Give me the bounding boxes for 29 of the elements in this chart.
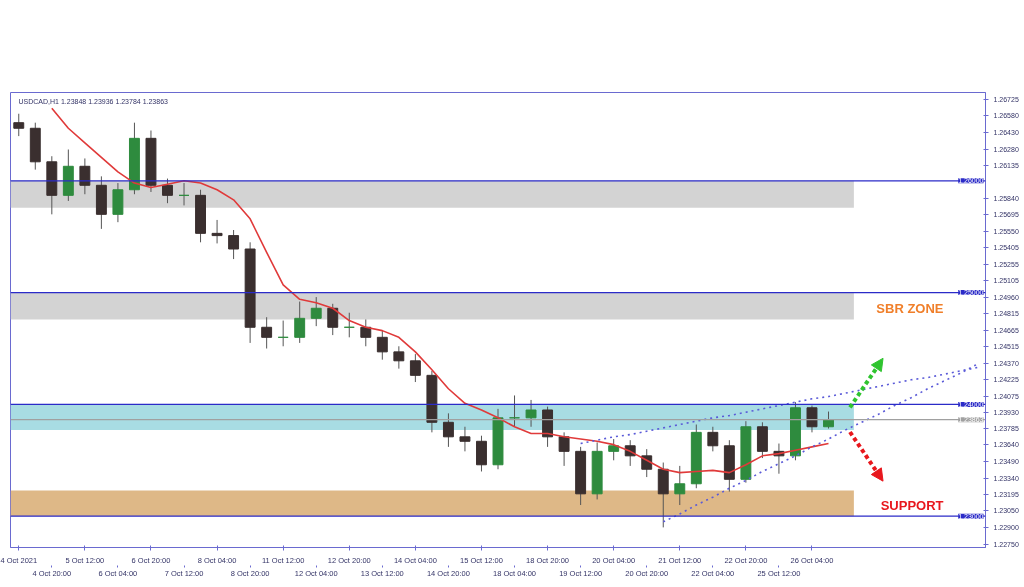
- candlestick: [294, 301, 306, 344]
- line-series: [51, 107, 830, 474]
- candlestick: [806, 405, 818, 433]
- candlestick: [558, 431, 570, 467]
- candlestick: [393, 345, 405, 370]
- candlestick: [509, 394, 520, 428]
- candlestick: [476, 435, 487, 472]
- candlestick: [360, 318, 372, 347]
- candlestick: [13, 113, 25, 137]
- candlestick: [409, 353, 421, 383]
- candlestick: [211, 219, 223, 244]
- candlestick: [442, 412, 454, 448]
- candlestick: [343, 312, 355, 338]
- candlestick: [310, 296, 322, 327]
- candlestick: [162, 178, 173, 204]
- candlestick: [376, 330, 388, 361]
- candlestick: [261, 316, 273, 350]
- candlestick: [459, 426, 471, 452]
- candlestick: [228, 229, 240, 260]
- candlestick: [608, 438, 620, 461]
- candlestick: [277, 320, 289, 347]
- candlestick: [327, 303, 339, 336]
- candlestick: [79, 157, 91, 195]
- candlestick: [178, 182, 190, 206]
- candlestick: [707, 426, 719, 452]
- band-label: SBR ZONE: [876, 301, 944, 317]
- candlestick: [525, 399, 537, 428]
- candlestick: [674, 465, 686, 506]
- band-label: SUPPORT: [880, 498, 944, 514]
